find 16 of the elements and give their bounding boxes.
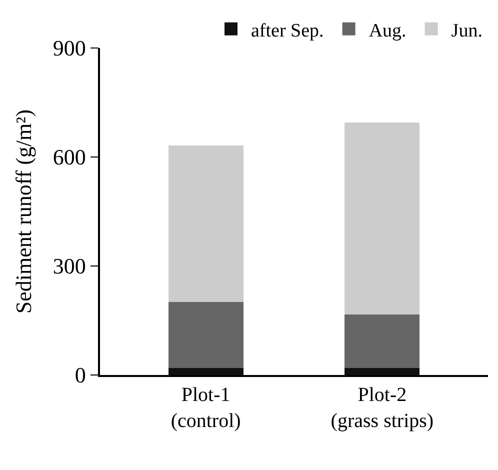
bar <box>168 367 244 375</box>
x-tick-label: Plot-2 (grass strips) <box>330 384 434 432</box>
y-tick-label: 0 <box>74 362 86 388</box>
bar <box>344 367 420 375</box>
legend-label: Jun. <box>451 20 482 42</box>
bar <box>344 313 420 368</box>
legend-label: after Sep. <box>251 20 324 42</box>
y-axis-title: Sediment runoff (g/m²) <box>11 109 36 314</box>
y-tick-label: 600 <box>52 144 86 170</box>
bar <box>168 146 244 302</box>
bar <box>168 301 244 368</box>
legend-label: Aug. <box>368 20 406 42</box>
bar <box>344 122 420 314</box>
x-tick-label: Plot-1 (control) <box>170 384 241 432</box>
y-tick-label: 900 <box>52 36 86 61</box>
y-tick-label: 300 <box>52 254 86 279</box>
